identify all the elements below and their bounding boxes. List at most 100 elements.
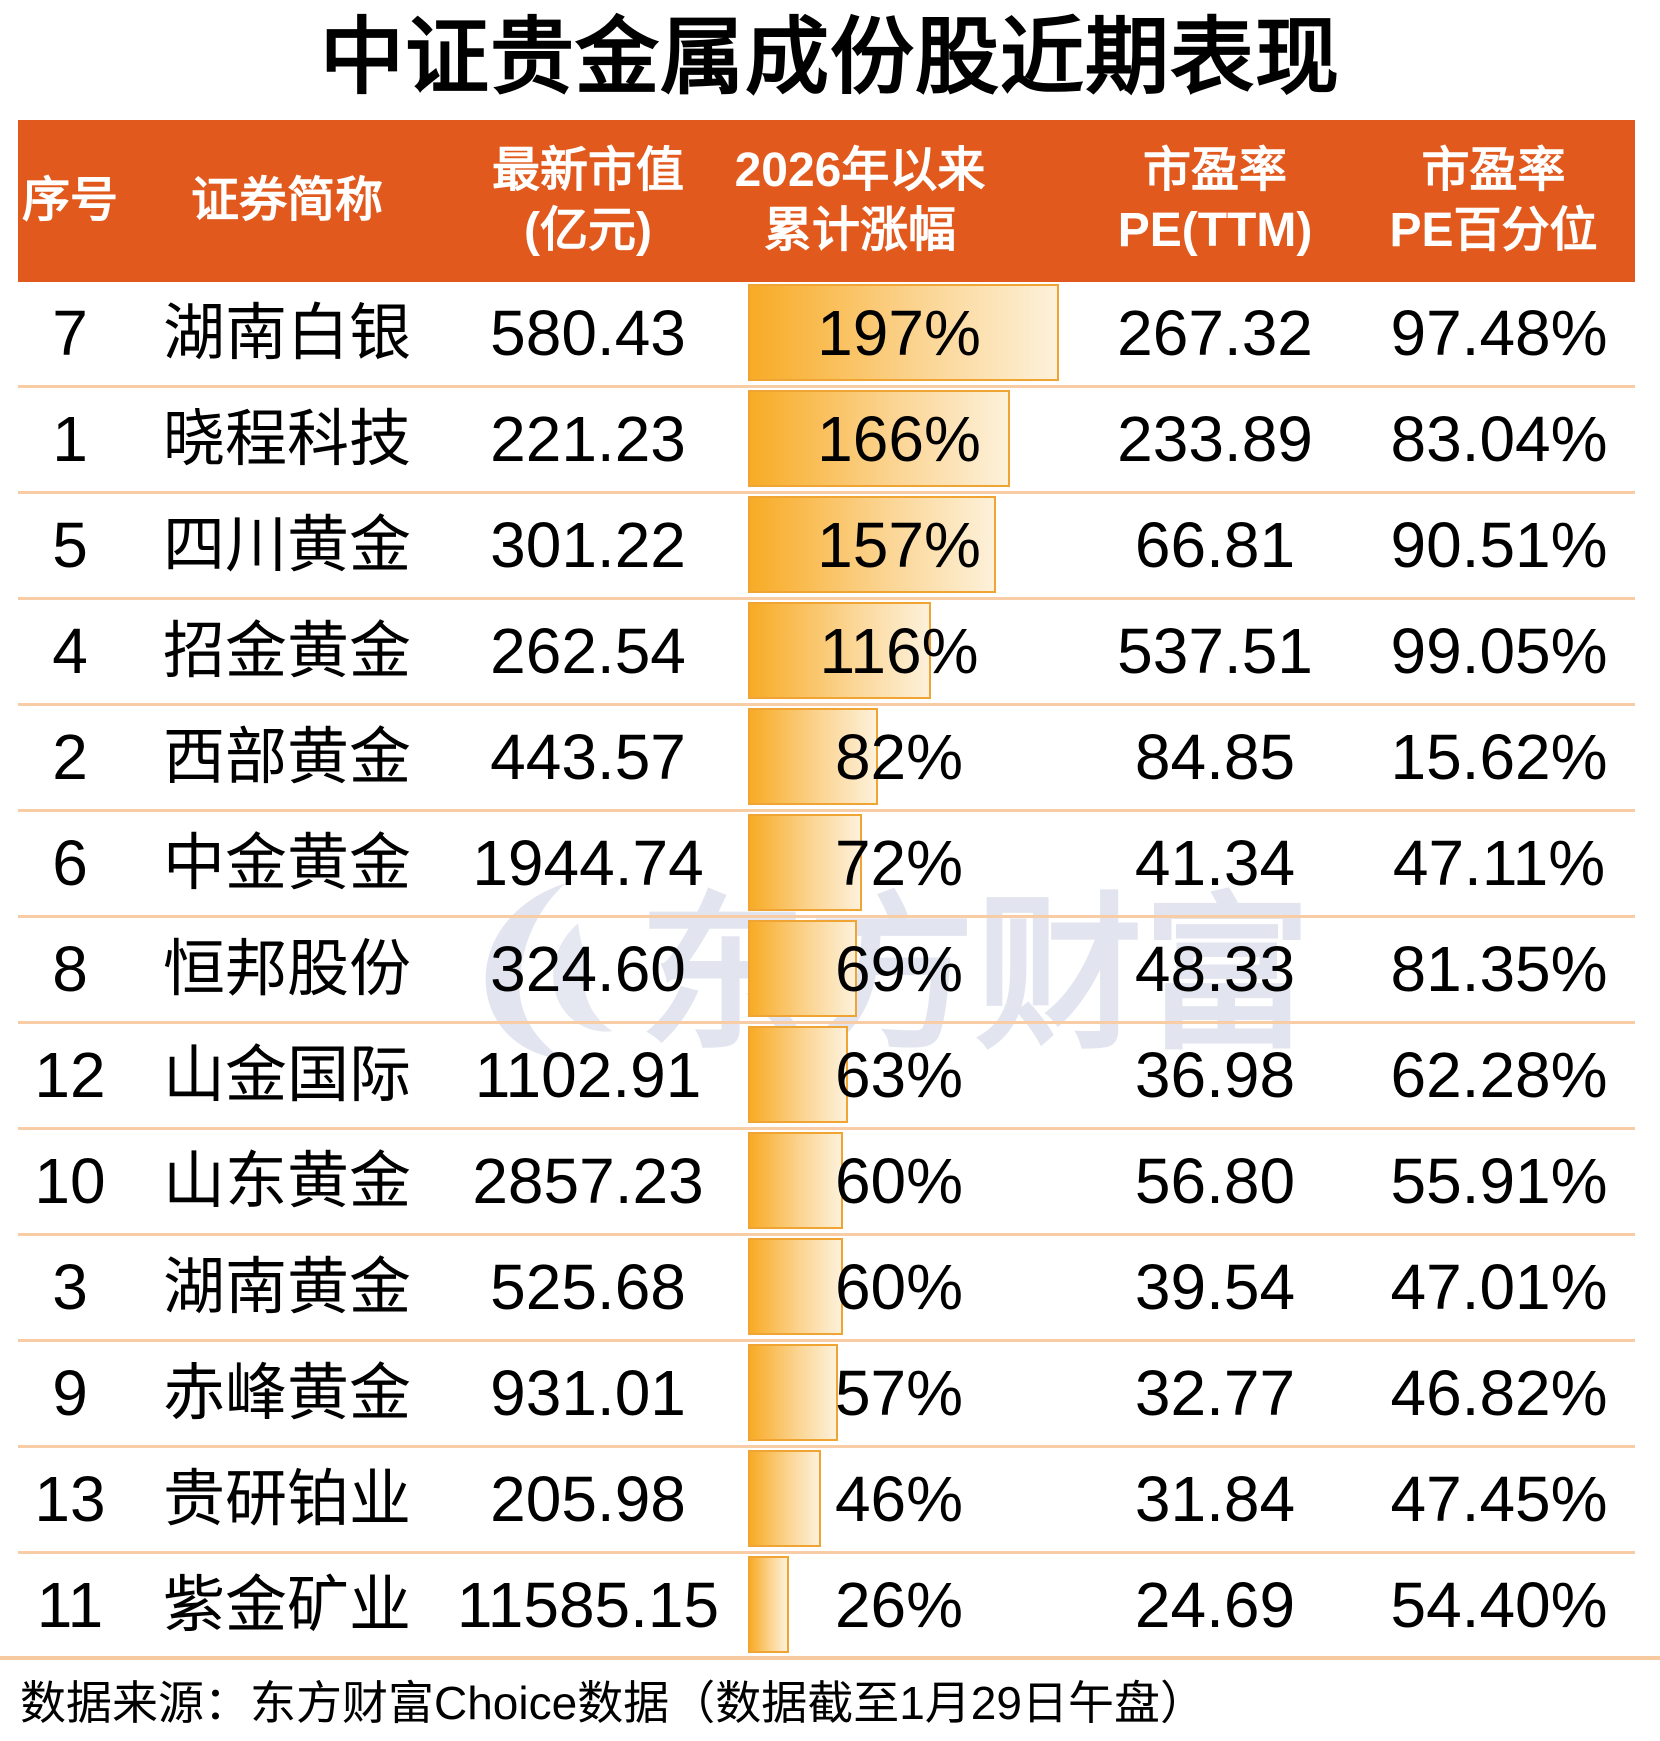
header-market-cap-line1: 最新市值	[491, 144, 684, 197]
table-row: 13 贵研铂业 205.98 46% 31.84 47.45%	[18, 1448, 1635, 1554]
gain-bar	[748, 814, 862, 911]
market-cap-cell: 262.54	[490, 615, 686, 687]
gain-cell: 46%	[834, 1463, 964, 1535]
header-gain-line1: 2026年以来	[734, 144, 986, 197]
header-market-cap-line2: (亿元)	[524, 204, 652, 257]
header-pe-percentile-line1: 市盈率	[1421, 144, 1566, 197]
market-cap-cell: 324.60	[490, 933, 686, 1005]
gain-cell: 60%	[834, 1251, 964, 1323]
gain-cell: 63%	[834, 1039, 964, 1111]
market-cap-cell: 931.01	[490, 1357, 686, 1429]
pe-ttm-cell: 31.84	[1134, 1463, 1296, 1535]
market-cap-cell: 221.23	[490, 403, 686, 475]
header-pe-ttm-line2: PE(TTM)	[1117, 204, 1313, 257]
pe-ttm-cell: 267.32	[1117, 297, 1313, 369]
pe-ttm-cell: 537.51	[1117, 615, 1313, 687]
pe-ttm-cell: 66.81	[1134, 509, 1296, 581]
stock-name-cell: 贵研铂业	[162, 1465, 411, 1534]
header-seq: 序号	[18, 120, 122, 282]
table-row: 7 湖南白银 580.43 197% 267.32 97.48%	[18, 282, 1635, 388]
pe-percentile-cell: 62.28%	[1390, 1039, 1608, 1111]
gain-bar	[748, 920, 857, 1017]
gain-bar	[748, 602, 931, 699]
pe-percentile-cell: 83.04%	[1390, 403, 1608, 475]
stock-name-cell: 招金黄金	[162, 617, 411, 686]
gain-cell: 82%	[834, 721, 964, 793]
header-gain-line2: 累计涨幅	[763, 204, 956, 257]
pe-ttm-cell: 84.85	[1134, 721, 1296, 793]
header-name: 证券简称	[122, 120, 452, 282]
pe-percentile-cell: 90.51%	[1390, 509, 1608, 581]
gain-bar	[748, 1238, 843, 1335]
table-row: 8 恒邦股份 324.60 69% 48.33 81.35%	[18, 918, 1635, 1024]
seq-cell: 10	[34, 1145, 106, 1217]
stock-name-cell: 山金国际	[162, 1041, 411, 1110]
pe-percentile-cell: 47.11%	[1392, 827, 1606, 899]
gain-cell: 197%	[817, 297, 981, 369]
stock-name-cell: 山东黄金	[162, 1147, 411, 1216]
gain-bar	[748, 284, 1059, 381]
market-cap-cell: 1944.74	[472, 827, 704, 899]
page-title: 中证贵金属成份股近期表现	[319, 10, 1340, 104]
pe-ttm-cell: 36.98	[1134, 1039, 1296, 1111]
seq-cell: 3	[52, 1251, 88, 1323]
pe-percentile-cell: 55.91%	[1390, 1145, 1608, 1217]
pe-percentile-cell: 15.62%	[1390, 721, 1608, 793]
table-row: 9 赤峰黄金 931.01 57% 32.77 46.82%	[18, 1342, 1635, 1448]
seq-cell: 1	[52, 403, 88, 475]
stock-name-cell: 紫金矿业	[162, 1571, 411, 1640]
gain-cell: 60%	[834, 1145, 964, 1217]
table-row: 2 西部黄金 443.57 82% 84.85 15.62%	[18, 706, 1635, 812]
gain-cell: 116%	[819, 615, 979, 687]
pe-ttm-cell: 24.69	[1134, 1569, 1296, 1641]
gain-cell: 57%	[834, 1357, 964, 1429]
pe-ttm-cell: 56.80	[1134, 1145, 1296, 1217]
header-pe-ttm-line1: 市盈率	[1142, 144, 1287, 197]
market-cap-cell: 443.57	[490, 721, 686, 793]
stock-name-cell: 湖南黄金	[162, 1253, 411, 1322]
gain-bar	[748, 708, 878, 805]
market-cap-cell: 301.22	[490, 509, 686, 581]
market-cap-cell: 580.43	[490, 297, 686, 369]
table-row: 6 中金黄金 1944.74 72% 41.34 47.11%	[18, 812, 1635, 918]
table-row: 1 晓程科技 221.23 166% 233.89 83.04%	[18, 388, 1635, 494]
table-body: 7 湖南白银 580.43 197% 267.32 97.48% 1 晓程科技 …	[18, 282, 1635, 1660]
market-cap-cell: 525.68	[490, 1251, 686, 1323]
gain-bar	[748, 1556, 789, 1653]
pe-ttm-cell: 41.34	[1134, 827, 1296, 899]
pe-percentile-cell: 97.48%	[1390, 297, 1608, 369]
header-pe-percentile: 市盈率 PE百分位	[1352, 120, 1635, 282]
stock-name-cell: 赤峰黄金	[162, 1359, 411, 1428]
table-row: 5 四川黄金 301.22 157% 66.81 90.51%	[18, 494, 1635, 600]
header-pe-ttm: 市盈率 PE(TTM)	[1065, 120, 1365, 282]
gain-bar	[748, 390, 1010, 487]
pe-percentile-cell: 47.45%	[1390, 1463, 1608, 1535]
table-row: 12 山金国际 1102.91 63% 36.98 62.28%	[18, 1024, 1635, 1130]
market-cap-cell: 11585.15	[456, 1569, 720, 1641]
seq-cell: 13	[34, 1463, 106, 1535]
pe-ttm-cell: 233.89	[1117, 403, 1313, 475]
stock-name-cell: 晓程科技	[162, 405, 411, 474]
gain-bar	[748, 1450, 821, 1547]
market-cap-cell: 1102.91	[474, 1039, 702, 1111]
stock-name-cell: 四川黄金	[162, 511, 411, 580]
stock-table: 序号 证券简称 最新市值 (亿元) 2026年以来 累计涨幅 市盈率 PE(TT…	[18, 120, 1635, 1660]
pe-percentile-cell: 54.40%	[1390, 1569, 1608, 1641]
header-gain: 2026年以来 累计涨幅	[710, 120, 1010, 282]
seq-cell: 6	[52, 827, 88, 899]
gain-bar	[748, 496, 996, 593]
table-row: 3 湖南黄金 525.68 60% 39.54 47.01%	[18, 1236, 1635, 1342]
seq-cell: 5	[52, 509, 88, 581]
market-cap-cell: 205.98	[490, 1463, 686, 1535]
pe-percentile-cell: 81.35%	[1390, 933, 1608, 1005]
gain-bar	[748, 1026, 848, 1123]
stock-name-cell: 西部黄金	[162, 723, 411, 792]
stock-name-cell: 中金黄金	[162, 829, 411, 898]
seq-cell: 11	[36, 1569, 104, 1641]
gain-bar	[748, 1132, 843, 1229]
stock-name-cell: 湖南白银	[162, 299, 411, 368]
seq-cell: 12	[34, 1039, 106, 1111]
stock-name-cell: 恒邦股份	[162, 935, 411, 1004]
seq-cell: 7	[52, 297, 88, 369]
header-pe-percentile-line2: PE百分位	[1389, 204, 1598, 257]
